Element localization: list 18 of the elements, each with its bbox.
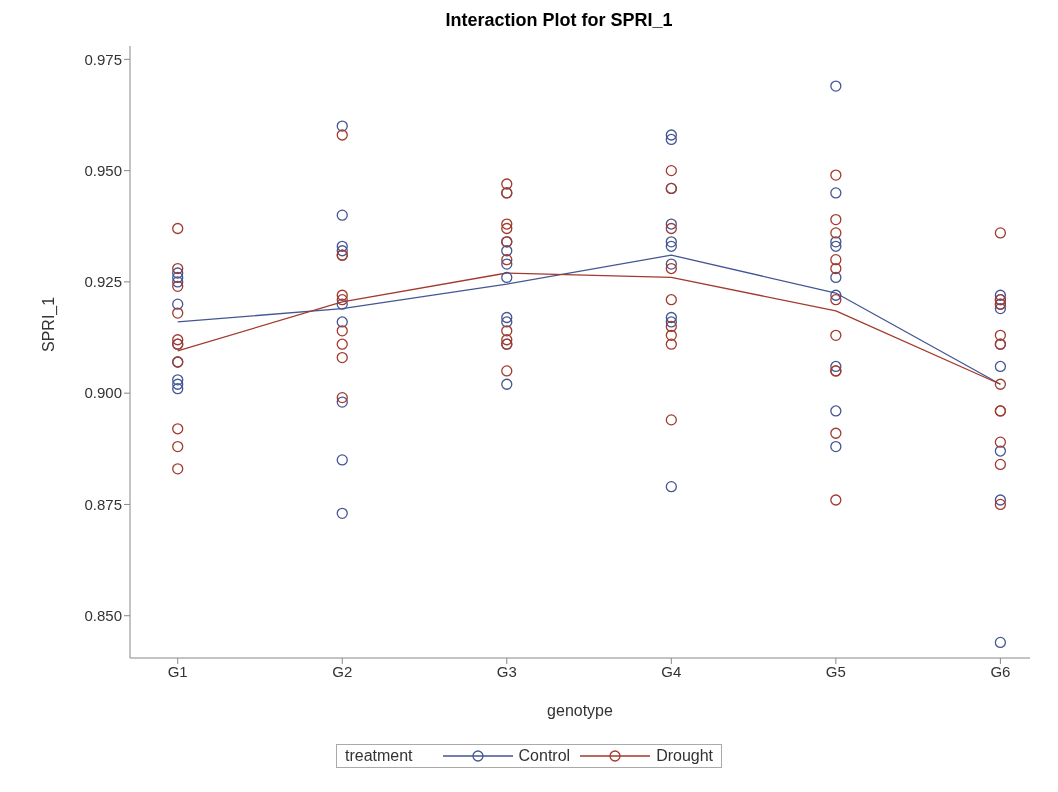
legend-label: Control [518,747,571,765]
y-tick-label: 0.900 [84,384,122,402]
y-tick-label: 0.975 [84,50,122,68]
legend-title: treatment [344,747,413,765]
y-tick-label: 0.875 [84,495,122,513]
legend-label: Drought [656,747,714,765]
y-tick-label: 0.850 [84,607,122,625]
y-tick-label: 0.925 [84,273,122,291]
x-tick-label: G6 [990,662,1011,680]
x-tick-label: G3 [496,662,517,680]
y-axis-title: SPRI_1 [39,296,58,352]
chart-title: Interaction Plot for SPRI_1 [444,9,674,32]
x-tick-label: G4 [661,662,682,680]
x-tick-label: G2 [332,662,353,680]
x-tick-label: G1 [167,662,188,680]
y-tick-label: 0.950 [84,161,122,179]
x-axis-title: genotype [547,702,614,719]
x-tick-label: G5 [825,662,846,680]
